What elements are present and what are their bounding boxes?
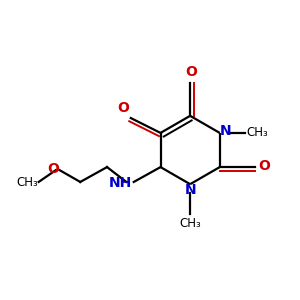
Text: N: N [184, 182, 196, 197]
Text: CH₃: CH₃ [16, 176, 38, 189]
Text: O: O [117, 101, 129, 115]
Text: NH: NH [109, 176, 132, 190]
Text: O: O [47, 162, 59, 176]
Text: N: N [219, 124, 231, 138]
Text: O: O [258, 159, 270, 172]
Text: O: O [186, 65, 197, 79]
Text: CH₃: CH₃ [179, 218, 201, 230]
Text: CH₃: CH₃ [247, 125, 268, 139]
